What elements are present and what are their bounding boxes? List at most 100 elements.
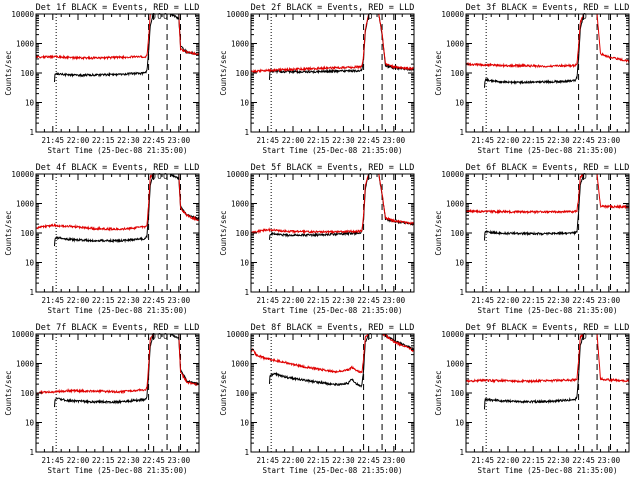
x-tick-label: 22:45 xyxy=(142,456,165,465)
x-tick-label: 23:00 xyxy=(383,456,406,465)
panels: Det 1f BLACK = Events, RED = LLDOOO11010… xyxy=(4,3,630,475)
y-tick-label: 100 xyxy=(235,69,249,78)
y-tick-label: 10000 xyxy=(441,170,464,179)
series-lld-line xyxy=(251,334,414,374)
x-tick-label: 21:45 xyxy=(257,296,280,305)
y-tick-label: 1 xyxy=(459,128,464,137)
x-axis-label: Start Time (25-Dec-08 21:35:00) xyxy=(263,146,403,155)
y-axis-label: Counts/sec xyxy=(219,370,228,415)
panel-1: Det 1f BLACK = Events, RED = LLDOOO11010… xyxy=(4,3,200,155)
y-tick-label: 10 xyxy=(240,419,250,428)
x-tick-label: 22:00 xyxy=(497,136,520,145)
panel-title: Det 4f BLACK = Events, RED = LLD xyxy=(36,163,200,173)
y-tick-label: 1000 xyxy=(446,360,465,369)
x-tick-label: 22:45 xyxy=(357,136,380,145)
series-events-line xyxy=(483,334,629,410)
x-axis-label: Start Time (25-Dec-08 21:35:00) xyxy=(478,146,618,155)
panel-series xyxy=(251,334,414,388)
panel-title: Det 6f BLACK = Events, RED = LLD xyxy=(466,163,630,173)
x-tick-label: 22:30 xyxy=(332,296,355,305)
y-tick-label: 10 xyxy=(455,259,465,268)
panel-7: Det 7f BLACK = Events, RED = LLDOOO11010… xyxy=(4,323,200,475)
x-axis-label: Start Time (25-Dec-08 21:35:00) xyxy=(48,306,188,315)
series-events-line xyxy=(53,174,199,247)
x-tick-label: 22:00 xyxy=(282,136,305,145)
panel-series xyxy=(466,174,629,241)
y-tick-label: 1000 xyxy=(16,360,35,369)
x-tick-label: 22:30 xyxy=(117,136,140,145)
y-tick-label: 10000 xyxy=(226,330,249,339)
y-tick-label: 1000 xyxy=(16,40,35,49)
x-tick-label: 22:45 xyxy=(572,456,595,465)
x-tick-label: 22:15 xyxy=(307,136,330,145)
x-tick-label: 22:15 xyxy=(522,136,545,145)
x-tick-label: 21:45 xyxy=(42,136,65,145)
series-events-line xyxy=(483,14,629,88)
x-tick-label: 22:15 xyxy=(92,456,115,465)
x-axis-label: Start Time (25-Dec-08 21:35:00) xyxy=(478,466,618,475)
x-tick-label: 22:30 xyxy=(547,296,570,305)
y-tick-label: 1 xyxy=(29,128,34,137)
y-axis-label: Counts/sec xyxy=(4,210,13,255)
x-tick-label: 22:45 xyxy=(572,136,595,145)
panel-series xyxy=(251,14,414,80)
y-tick-label: 100 xyxy=(235,229,249,238)
x-tick-label: 22:00 xyxy=(497,296,520,305)
y-axis-label: Counts/sec xyxy=(4,370,13,415)
saturation-marker: O xyxy=(368,12,373,21)
y-tick-label: 10 xyxy=(25,99,35,108)
panel-series xyxy=(466,334,629,410)
saturation-marker: O xyxy=(157,332,162,341)
y-tick-label: 1 xyxy=(244,288,249,297)
x-tick-label: 22:30 xyxy=(332,456,355,465)
x-tick-label: 23:00 xyxy=(598,296,621,305)
y-tick-label: 1 xyxy=(29,448,34,457)
x-tick-label: 22:00 xyxy=(67,456,90,465)
saturation-marker: O xyxy=(582,332,587,341)
saturation-marker: O xyxy=(368,172,373,181)
y-tick-label: 10 xyxy=(240,99,250,108)
y-tick-label: 10 xyxy=(455,99,465,108)
x-axis-label: Start Time (25-Dec-08 21:35:00) xyxy=(48,466,188,475)
series-lld-line xyxy=(36,174,199,232)
y-tick-label: 1000 xyxy=(231,40,250,49)
y-tick-label: 10 xyxy=(25,419,35,428)
x-tick-label: 22:00 xyxy=(67,136,90,145)
series-lld-line xyxy=(466,14,629,69)
x-tick-label: 22:30 xyxy=(332,136,355,145)
x-axis-label: Start Time (25-Dec-08 21:35:00) xyxy=(263,306,403,315)
panel-series xyxy=(466,14,629,88)
series-events-line xyxy=(53,14,199,83)
y-tick-label: 10000 xyxy=(11,10,34,19)
saturation-marker: O xyxy=(368,332,373,341)
y-tick-label: 1 xyxy=(459,288,464,297)
x-tick-label: 21:45 xyxy=(257,136,280,145)
y-tick-label: 10000 xyxy=(441,330,464,339)
series-events-line xyxy=(268,174,414,240)
x-tick-label: 21:45 xyxy=(42,296,65,305)
x-tick-label: 22:15 xyxy=(522,296,545,305)
y-tick-label: 1 xyxy=(244,128,249,137)
panel-title: Det 3f BLACK = Events, RED = LLD xyxy=(466,3,630,13)
y-tick-label: 10 xyxy=(240,259,250,268)
saturation-marker: O xyxy=(163,332,168,341)
y-tick-label: 100 xyxy=(20,229,34,238)
series-lld-line xyxy=(36,14,199,61)
y-tick-label: 1 xyxy=(29,288,34,297)
y-tick-label: 1000 xyxy=(446,200,465,209)
x-axis-label: Start Time (25-Dec-08 21:35:00) xyxy=(478,306,618,315)
saturation-marker: O xyxy=(582,172,587,181)
y-axis-label: Counts/sec xyxy=(434,370,443,415)
series-lld-line xyxy=(251,14,414,75)
x-tick-label: 23:00 xyxy=(598,136,621,145)
y-tick-label: 10 xyxy=(25,259,35,268)
x-tick-label: 23:00 xyxy=(168,136,191,145)
panel-title: Det 7f BLACK = Events, RED = LLD xyxy=(36,323,200,333)
x-tick-label: 22:30 xyxy=(117,296,140,305)
panel-title: Det 9f BLACK = Events, RED = LLD xyxy=(466,323,630,333)
